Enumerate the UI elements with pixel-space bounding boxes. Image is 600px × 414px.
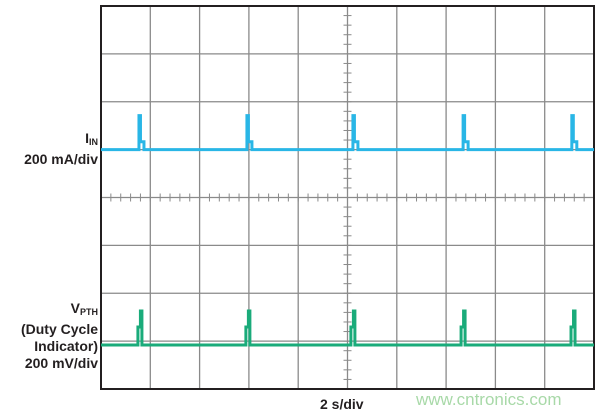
iin-label: IIN 200 mA/div	[24, 130, 98, 167]
trace-iin	[101, 114, 594, 152]
vpth-label: VPTH (Duty Cycle Indicator) 200 mV/div	[20, 300, 98, 371]
x-axis-label: 2 s/div	[320, 396, 364, 412]
plot-border	[100, 5, 595, 390]
watermark: www.cntronics.com	[416, 390, 562, 409]
trace-vpth	[101, 309, 594, 347]
